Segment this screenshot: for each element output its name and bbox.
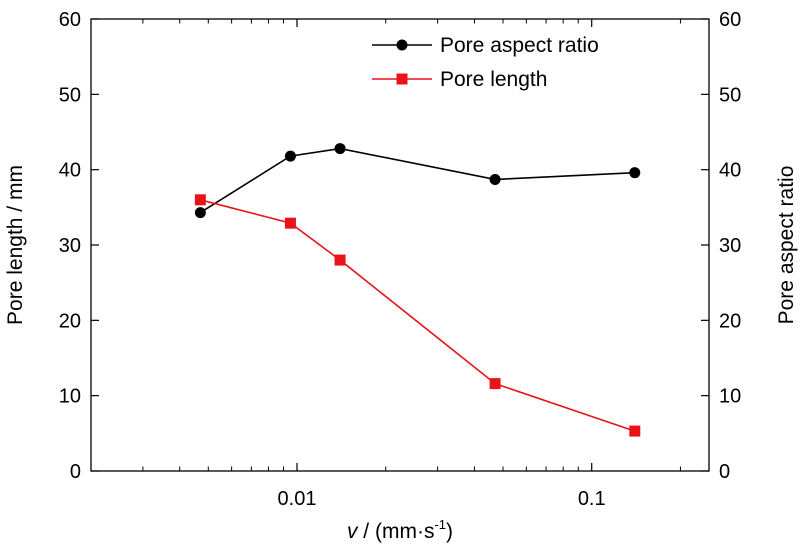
y-right-tick-label: 10 (719, 386, 741, 408)
data-point (629, 167, 641, 179)
data-point (194, 207, 206, 219)
data-point (334, 254, 346, 266)
y-axis-right-title: Pore aspect ratio (775, 166, 798, 325)
series-line (199, 147, 635, 214)
x-axis-title-sup: -1 (434, 517, 446, 532)
y-left-tick-label: 10 (59, 386, 81, 408)
y-right-tick-label: 20 (719, 310, 741, 332)
y-left-tick-label: 0 (70, 461, 81, 483)
data-point (334, 143, 346, 155)
y-right-tick-label: 50 (719, 84, 741, 106)
y-right-tick-label: 40 (719, 160, 741, 182)
y-left-tick-label: 50 (59, 84, 81, 106)
x-axis-title: v / (mm·s-1) (347, 517, 453, 543)
data-point (284, 150, 296, 162)
y-left-tick-label: 30 (59, 235, 81, 257)
axis-ticks (90, 18, 709, 472)
data-point (194, 194, 206, 206)
y-left-tick-label: 60 (59, 9, 81, 31)
plot-frame (90, 18, 710, 472)
series-circle (194, 143, 641, 219)
x-tick-label: 0.1 (578, 488, 606, 510)
legend-marker (396, 73, 408, 85)
legend-marker (396, 39, 408, 51)
legend-label: Pore aspect ratio (440, 34, 599, 57)
y-right-tick-label: 0 (719, 461, 730, 483)
tick-labels: 0 0 10 10 20 20 30 30 40 40 50 50 60 60 0.01 0.1 (59, 9, 742, 510)
x-tick-label: 0.01 (278, 488, 317, 510)
y-right-tick-label: 30 (719, 235, 741, 257)
series-line (200, 199, 636, 432)
x-axis-title-var: v (347, 520, 359, 543)
data-point (489, 173, 501, 185)
x-axis-title-unit: / (mm·s (357, 520, 434, 543)
data-point (629, 425, 641, 437)
y-right-tick-label: 60 (719, 9, 741, 31)
legend: Pore aspect ratio Pore length (372, 34, 599, 91)
x-axis-title-close: ) (446, 520, 453, 543)
series-square (194, 194, 641, 437)
y-left-tick-label: 40 (59, 160, 81, 182)
series-layer (194, 143, 641, 437)
data-point (284, 217, 296, 229)
y-left-tick-label: 20 (59, 310, 81, 332)
y-axis-left-title: Pore length / mm (4, 165, 27, 325)
legend-label: Pore length (440, 68, 547, 91)
data-point (489, 378, 501, 390)
